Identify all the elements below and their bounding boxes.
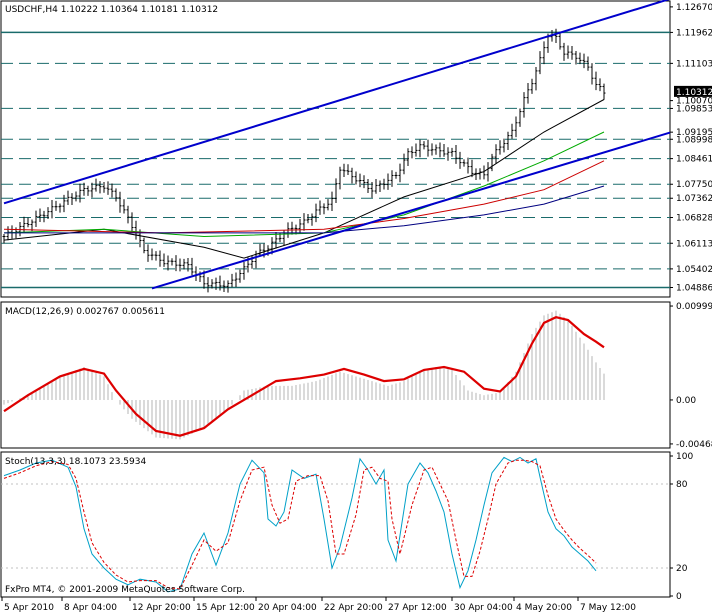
copyright-text: FxPro MT4, © 2001-2009 MetaQuotes Softwa… bbox=[5, 585, 245, 595]
y-tick-label: 1.10070 bbox=[676, 97, 712, 107]
y-axis-labels: 1.12670 1.11962 1.11103 1.103121.100701.098… bbox=[670, 3, 712, 602]
horizontal-levels bbox=[1, 31, 670, 289]
price-panel-title: USDCHF,H4 1.10222 1.10364 1.10181 1.1031… bbox=[5, 5, 218, 15]
current-price-label: 1.10312 bbox=[676, 88, 712, 98]
x-tick-label: 8 Apr 04:00 bbox=[64, 603, 117, 613]
stoch-panel-title: Stoch(13,3,3) 18.1073 23.5934 bbox=[5, 457, 146, 467]
x-tick-label: 4 May 20:00 bbox=[516, 603, 572, 613]
y-tick-label: 1.08461 bbox=[676, 155, 712, 165]
y-tick-label: 0.00 bbox=[676, 396, 696, 406]
macd-signal-line bbox=[3, 316, 605, 437]
x-tick-label: 15 Apr 12:00 bbox=[196, 603, 255, 613]
y-tick-label: 1.04886 bbox=[676, 283, 712, 293]
price-panel-frame bbox=[0, 0, 671, 298]
y-tick-label: 0 bbox=[676, 592, 682, 602]
x-tick-label: 27 Apr 12:00 bbox=[388, 603, 447, 613]
x-tick-label: 7 May 12:00 bbox=[580, 603, 636, 613]
macd-panel-frame bbox=[0, 301, 671, 449]
y-tick-label: 1.11103 bbox=[676, 59, 712, 69]
current-price-badge bbox=[674, 85, 712, 97]
stoch-panel-frame bbox=[0, 451, 671, 598]
trendline bbox=[151, 131, 671, 290]
y-tick-label: 1.08998 bbox=[676, 135, 712, 145]
x-tick-label: 5 Apr 2010 bbox=[4, 603, 54, 613]
y-tick-label: 1.12670 bbox=[676, 3, 712, 13]
y-tick-label: 20 bbox=[676, 564, 688, 574]
stoch-signal-line bbox=[3, 459, 597, 590]
y-tick-label: 80 bbox=[676, 480, 688, 490]
macd-series bbox=[3, 310, 605, 440]
stoch-main-line bbox=[3, 456, 597, 593]
y-tick-label: 0.00999 bbox=[676, 302, 712, 312]
moving-average-line bbox=[4, 185, 605, 234]
y-tick-label: 1.11962 bbox=[676, 28, 712, 38]
y-tick-label: 1.07750 bbox=[676, 180, 712, 190]
x-tick-label: 20 Apr 04:00 bbox=[258, 603, 317, 613]
x-tick-label: 22 Apr 20:00 bbox=[324, 603, 383, 613]
y-tick-label: 1.06828 bbox=[676, 213, 712, 223]
price-bars bbox=[2, 28, 606, 293]
macd-panel-title: MACD(12,26,9) 0.002767 0.005611 bbox=[5, 307, 165, 317]
y-tick-label: 100 bbox=[676, 452, 693, 462]
y-tick-label: 1.09853 bbox=[676, 104, 712, 114]
y-tick-label: 1.06113 bbox=[676, 239, 712, 249]
y-tick-label: 1.09195 bbox=[676, 128, 712, 138]
trendlines bbox=[3, 0, 671, 290]
x-axis-labels: 5 Apr 2010 8 Apr 04:00 12 Apr 20:00 15 Apr … bbox=[1, 597, 636, 613]
y-tick-label: 1.05402 bbox=[676, 265, 712, 275]
x-tick-label: 12 Apr 20:00 bbox=[132, 603, 191, 613]
trendline bbox=[3, 0, 670, 205]
y-tick-label: -0.00468 bbox=[676, 440, 712, 450]
y-tick-label: 1.07362 bbox=[676, 194, 712, 204]
stochastic-series bbox=[1, 456, 670, 593]
x-tick-label: 30 Apr 04:00 bbox=[454, 603, 513, 613]
